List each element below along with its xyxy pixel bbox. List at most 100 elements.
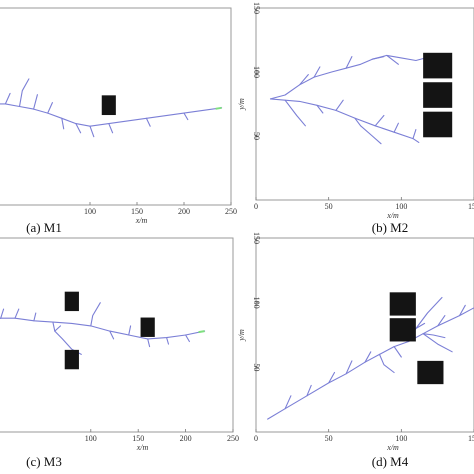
tree-branch	[364, 351, 372, 363]
tree-branch	[386, 54, 399, 65]
x-tick-label: 150	[132, 434, 144, 443]
obstacle-block	[423, 111, 453, 138]
tree-branch	[185, 334, 190, 343]
chart-panel-4: 0 50 100 150 50 100 150 x/m y/m (d) M4	[237, 232, 474, 469]
tree-branch	[299, 74, 309, 86]
x-tick-label: 100	[395, 202, 407, 211]
x-tick-label: 200	[180, 434, 192, 443]
obstacle-block	[101, 95, 116, 116]
tree-branch	[328, 371, 336, 384]
tree-branch	[75, 123, 82, 134]
tree-branch	[147, 338, 151, 348]
panel-caption: (b) M2	[372, 220, 408, 235]
y-tick-label: 100	[252, 297, 261, 309]
plot-area	[269, 52, 453, 145]
plot-area	[0, 291, 206, 370]
x-tick-label: 0	[254, 202, 258, 211]
tree-branch	[108, 123, 114, 134]
goal-marker	[198, 330, 205, 334]
tree-branch	[14, 308, 20, 319]
x-tick-label: 100	[395, 434, 407, 443]
tree-branch	[33, 94, 38, 110]
x-tick-label: 150	[468, 434, 474, 443]
x-tick-label: 150	[468, 202, 474, 211]
tree-branch	[145, 117, 151, 127]
x-tick-label: 150	[131, 207, 143, 216]
x-axis-label: x/m	[136, 443, 149, 452]
obstacle-block	[389, 292, 416, 316]
x-tick-label: 0	[254, 434, 258, 443]
tree-branch	[313, 66, 321, 78]
chart-panel-2: 0 50 100 150 50 100 150 x/m y/m (b) M2	[237, 2, 474, 235]
y-tick-label: 150	[252, 2, 261, 14]
tree-branch	[437, 315, 446, 327]
y-axis-label: y/m	[237, 329, 246, 342]
plot-frame	[255, 237, 474, 433]
obstacle-block	[64, 349, 79, 370]
tree-branch	[345, 360, 353, 375]
tree-branch	[354, 117, 382, 145]
plot-frame	[0, 237, 234, 433]
tree-branch	[393, 346, 402, 358]
goal-marker	[215, 106, 222, 110]
x-tick-label: 250	[227, 434, 239, 443]
x-axis-label: x/m	[386, 443, 399, 452]
tree-branch	[378, 353, 395, 374]
tree-branch	[371, 56, 385, 60]
tree-branch	[415, 322, 426, 330]
obstacle-block	[64, 291, 79, 312]
tree-branch	[345, 56, 353, 69]
x-tick-label: 50	[325, 202, 333, 211]
tree-branch	[89, 125, 95, 138]
obstacle-block	[423, 52, 453, 79]
x-tick-label: 250	[225, 207, 237, 216]
tree-branch	[54, 325, 62, 332]
obstacle-block	[389, 318, 416, 342]
chart-panel-1: 100 150 200 250 x/m (a) M1	[0, 7, 237, 235]
panel-caption: (a) M1	[26, 220, 62, 235]
tree-branch	[422, 333, 446, 339]
tree-branch	[109, 330, 115, 340]
tree-branch	[33, 312, 37, 322]
tree-branch	[90, 302, 101, 327]
tree-branch	[61, 117, 65, 130]
tree-branch	[306, 384, 312, 397]
x-tick-label: 100	[85, 434, 97, 443]
tree-branch	[183, 112, 189, 121]
tree-branch	[412, 129, 417, 140]
x-tick-label: 100	[84, 207, 96, 216]
y-tick-label: 50	[252, 363, 261, 371]
obstacle-block	[417, 360, 444, 385]
plot-area	[267, 292, 474, 420]
tree-branch	[166, 337, 170, 345]
y-tick-label: 50	[252, 132, 261, 140]
tree-branch	[18, 78, 30, 108]
y-tick-label: 100	[252, 66, 261, 78]
tree-branch	[422, 333, 453, 353]
y-axis-label: y/m	[237, 98, 246, 111]
x-axis-label: x/m	[386, 211, 399, 220]
tree-branch	[0, 308, 5, 319]
chart-panel-3: 100 150 200 250 x/m (c) M3	[0, 237, 239, 469]
y-tick-label: 150	[252, 232, 261, 244]
tree-branch	[269, 54, 431, 100]
tree-branch	[269, 98, 420, 143]
tree-branch	[284, 395, 292, 410]
tree-branch	[4, 92, 11, 105]
tree-branch	[458, 304, 466, 317]
tree-branch	[47, 102, 53, 114]
tree-branch	[316, 104, 324, 114]
obstacle-block	[140, 317, 155, 337]
panel-caption: (d) M4	[372, 454, 409, 469]
x-tick-label: 50	[325, 434, 333, 443]
tree-branch	[128, 325, 132, 336]
plot-area	[0, 78, 223, 138]
x-axis-label: x/m	[135, 216, 148, 225]
tree-branch	[393, 122, 399, 133]
tree-branch	[374, 114, 385, 127]
panel-caption: (c) M3	[26, 454, 62, 469]
tree-branch	[284, 99, 306, 127]
tree-branch	[335, 99, 344, 111]
obstacle-block	[423, 82, 453, 108]
x-tick-label: 200	[178, 207, 190, 216]
